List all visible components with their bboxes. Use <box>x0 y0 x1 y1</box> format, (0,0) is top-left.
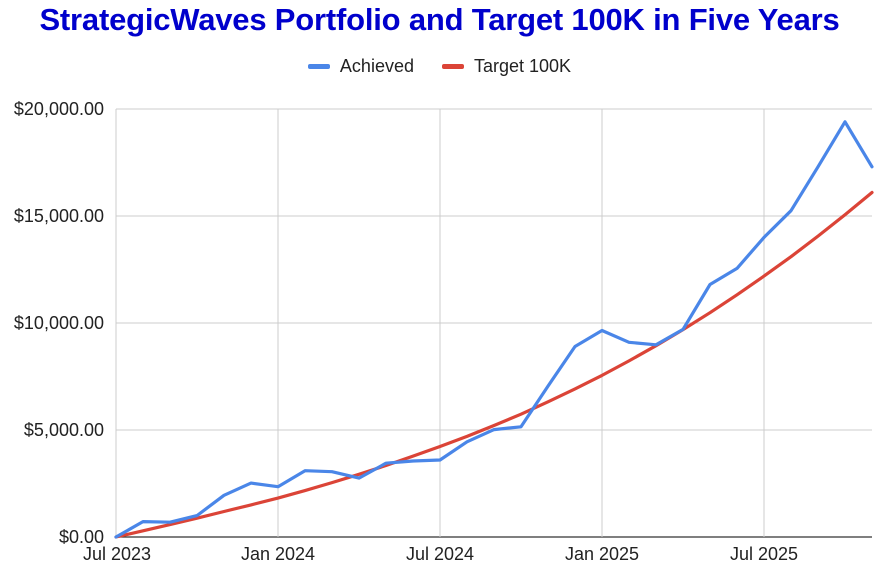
legend: Achieved Target 100K <box>0 56 879 77</box>
series-line-target-100k[interactable] <box>114 190 874 539</box>
y-tick-label: $5,000.00 <box>24 420 104 440</box>
y-tick-label: $15,000.00 <box>14 206 104 226</box>
legend-label-target: Target 100K <box>473 56 572 76</box>
legend-item-target[interactable]: Target 100K <box>441 56 572 77</box>
grid-lines <box>115 108 872 538</box>
legend-label-achieved: Achieved <box>339 56 414 76</box>
x-tick-label: Jul 2025 <box>730 544 798 564</box>
x-tick-label: Jul 2023 <box>83 544 151 564</box>
legend-swatch-achieved <box>307 64 330 69</box>
x-tick-label: Jul 2024 <box>406 544 474 564</box>
y-tick-label: $0.00 <box>59 527 104 547</box>
x-tick-label: Jan 2024 <box>241 544 315 564</box>
x-tick-label: Jan 2025 <box>565 544 639 564</box>
series-line-achieved[interactable] <box>114 120 874 539</box>
y-axis-labels: $0.00 $5,000.00 $10,000.00 $15,000.00 $20,00… <box>14 99 104 547</box>
legend-item-achieved[interactable]: Achieved <box>307 56 414 77</box>
series-lines <box>114 120 874 539</box>
y-tick-label: $10,000.00 <box>14 313 104 333</box>
x-axis-labels: Jul 2023 Jan 2024 Jul 2024 Jan 2025 Jul 2025 <box>83 544 798 564</box>
legend-swatch-target <box>441 64 464 69</box>
chart-title: StrategicWaves Portfolio and Target 100K… <box>39 2 840 37</box>
y-tick-label: $20,000.00 <box>14 99 104 119</box>
